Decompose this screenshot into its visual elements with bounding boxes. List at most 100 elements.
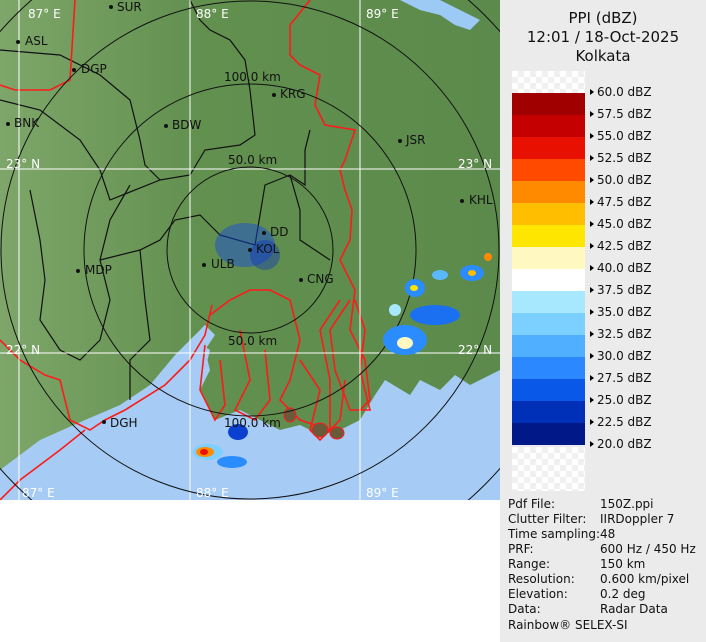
info-row: Elevation: 0.2 deg xyxy=(508,587,696,602)
scan-info: Pdf File: 150Z.ppi Clutter Filter: IIRDoppl… xyxy=(508,497,696,617)
city-markers: SUR ASL DGP BNK BDW KRG JSR KHL MDP DD K… xyxy=(6,0,493,430)
ring-labels: 50.0 km 100.0 km 50.0 km 100.0 km xyxy=(224,70,281,430)
sea-area xyxy=(0,340,500,500)
legend-swatch xyxy=(512,335,585,357)
legend-label: 25.0 dBZ xyxy=(590,393,652,407)
ring-label: 100.0 km xyxy=(224,416,281,430)
city-label: BDW xyxy=(172,118,201,132)
info-row: Pdf File: 150Z.ppi xyxy=(508,497,696,512)
legend-label: 52.5 dBZ xyxy=(590,151,652,165)
lon-label: 89° E xyxy=(366,486,399,500)
info-value: 600 Hz / 450 Hz xyxy=(600,542,696,556)
river-estuary xyxy=(175,325,215,390)
legend-swatch xyxy=(512,269,585,291)
city-label: MDP xyxy=(85,263,112,277)
info-row: Range: 150 km xyxy=(508,557,696,572)
info-value: 0.2 deg xyxy=(600,587,646,601)
legend-label: 57.5 dBZ xyxy=(590,107,652,121)
legend-swatch xyxy=(512,93,585,115)
info-row: Clutter Filter: IIRDoppler 7 xyxy=(508,512,696,527)
city-label: CNG xyxy=(307,272,334,286)
lat-label: 23° N xyxy=(458,157,492,171)
legend-label: 30.0 dBZ xyxy=(590,349,652,363)
footer-brand: Rainbow® SELEX-SI xyxy=(508,618,628,632)
ring-label: 50.0 km xyxy=(228,153,277,167)
city-label: ULB xyxy=(211,257,235,271)
legend-label: 60.0 dBZ xyxy=(590,85,652,99)
city-label: DD xyxy=(270,225,288,239)
site-name: Kolkata xyxy=(575,47,631,65)
city-label: BNK xyxy=(14,116,40,130)
info-key: Pdf File: xyxy=(508,497,556,511)
legend-label: 32.5 dBZ xyxy=(590,327,652,341)
info-key: Time sampling: xyxy=(508,527,601,541)
legend-label: 42.5 dBZ xyxy=(590,239,652,253)
info-row: Resolution: 0.600 km/pixel xyxy=(508,572,696,587)
ring-label: 100.0 km xyxy=(224,70,281,84)
info-key: Data: xyxy=(508,602,541,616)
legend-swatch xyxy=(512,401,585,423)
legend-swatch xyxy=(512,313,585,335)
legend-label: 20.0 dBZ xyxy=(590,437,652,451)
legend-swatch xyxy=(512,181,585,203)
info-key: Elevation: xyxy=(508,587,568,601)
islands xyxy=(283,407,345,440)
info-value: 0.600 km/pixel xyxy=(600,572,690,586)
info-key: Resolution: xyxy=(508,572,575,586)
legend-swatch xyxy=(512,137,585,159)
legend-label: 40.0 dBZ xyxy=(590,261,652,275)
city-label: KOL xyxy=(256,242,280,256)
info-value: 150Z.ppi xyxy=(600,497,654,511)
legend-swatch xyxy=(512,357,585,379)
legend-label: 35.0 dBZ xyxy=(590,305,652,319)
lon-label: 87° E xyxy=(28,7,61,21)
product-title: PPI (dBZ) xyxy=(568,9,638,27)
legend-swatch xyxy=(512,225,585,247)
river-northeast xyxy=(400,0,480,30)
city-label: JSR xyxy=(405,133,426,147)
legend-label: 55.0 dBZ xyxy=(590,129,652,143)
info-row: Time sampling: 48 xyxy=(508,527,696,542)
legend-swatch xyxy=(512,159,585,181)
district-boundaries xyxy=(0,0,331,400)
info-value: Radar Data xyxy=(600,602,668,616)
legend-label: 47.5 dBZ xyxy=(590,195,652,209)
city-label: ASL xyxy=(25,34,48,48)
legend-label: 50.0 dBZ xyxy=(590,173,652,187)
city-label: DGP xyxy=(81,62,107,76)
legend-label: 22.5 dBZ xyxy=(590,415,652,429)
city-label: KHL xyxy=(469,193,493,207)
range-rings xyxy=(0,0,500,500)
legend-swatch xyxy=(512,115,585,137)
legend-swatch xyxy=(512,71,585,93)
info-value: 150 km xyxy=(600,557,646,571)
lat-label: 22° N xyxy=(6,343,40,357)
radar-echoes xyxy=(193,223,492,468)
legend-label: 45.0 dBZ xyxy=(590,217,652,231)
info-value: 48 xyxy=(600,527,616,541)
info-row: Data: Radar Data xyxy=(508,602,696,617)
city-label: KRG xyxy=(280,87,306,101)
datetime: 12:01 / 18-Oct-2025 xyxy=(526,28,680,46)
legend-swatch xyxy=(512,203,585,225)
lon-label: 88° E xyxy=(196,486,229,500)
info-panel: PPI (dBZ) 12:01 / 18-Oct-2025 Kolkata 60… xyxy=(500,0,706,642)
city-label: SUR xyxy=(117,0,142,14)
info-row: PRF: 600 Hz / 450 Hz xyxy=(508,542,696,557)
lon-label: 87° E xyxy=(22,486,55,500)
ring-label: 50.0 km xyxy=(228,334,277,348)
lon-label: 89° E xyxy=(366,7,399,21)
radar-map: 87° E 88° E 89° E 87° E 88° E 89° E 23° … xyxy=(0,0,500,500)
grid-labels: 87° E 88° E 89° E 87° E 88° E 89° E 23° … xyxy=(6,7,492,500)
info-value: IIRDoppler 7 xyxy=(600,512,675,526)
legend-swatch xyxy=(512,379,585,401)
legend-label: 27.5 dBZ xyxy=(590,371,652,385)
legend-swatch xyxy=(512,291,585,313)
state-border xyxy=(0,0,372,500)
info-key: PRF: xyxy=(508,542,534,556)
legend-swatch xyxy=(512,247,585,269)
grid-lines xyxy=(0,0,500,500)
legend-swatch xyxy=(512,423,585,445)
lat-label: 22° N xyxy=(458,343,492,357)
